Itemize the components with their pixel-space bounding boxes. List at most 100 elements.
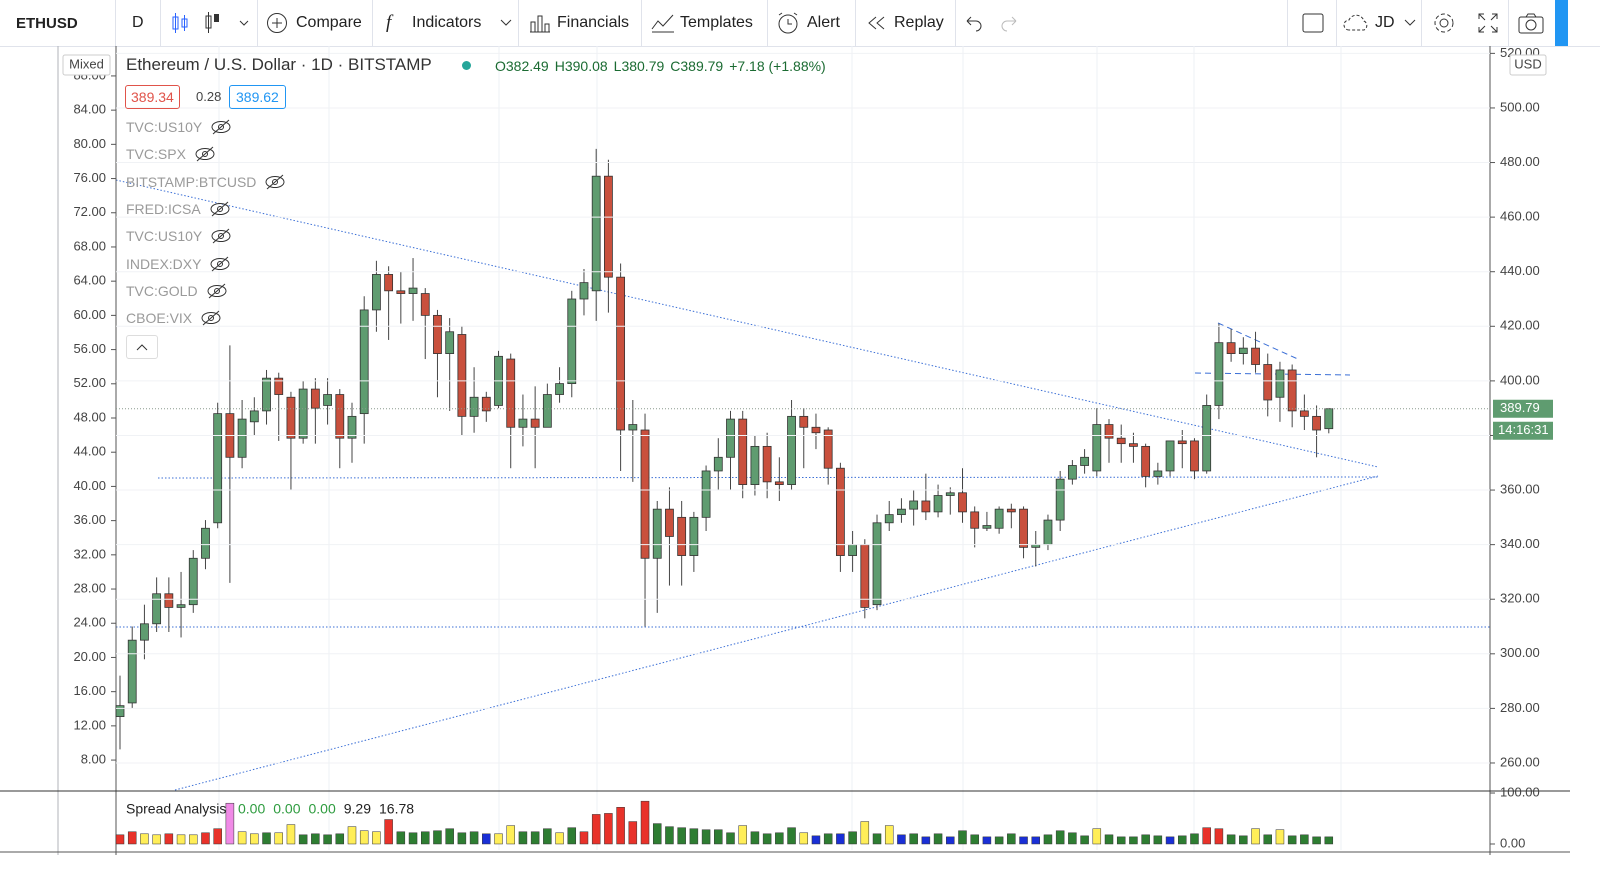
- settings-icon[interactable]: [1432, 12, 1456, 34]
- candle-body: [164, 593, 174, 608]
- dropdown-arrow[interactable]: [500, 18, 512, 28]
- dashed-line[interactable]: [1217, 322, 1301, 361]
- chart-style-icons[interactable]: [170, 12, 250, 34]
- volume-bar: [250, 833, 259, 845]
- candle-body: [262, 377, 271, 412]
- y-tick-label: 280.00: [1500, 700, 1540, 715]
- candle-body: [872, 522, 882, 606]
- candle-body: [249, 410, 259, 423]
- candle-body: [713, 456, 723, 472]
- candle-body: [1153, 470, 1163, 477]
- templates-button[interactable]: Templates: [680, 14, 753, 31]
- y-tick-label: 440.00: [1500, 263, 1540, 278]
- hidden-icon[interactable]: [200, 310, 222, 326]
- separator: [518, 0, 519, 46]
- candle-body: [848, 544, 857, 556]
- overlay-name: INDEX:DXY: [126, 255, 202, 272]
- volume-bar: [1226, 834, 1236, 845]
- collapse-button[interactable]: [126, 335, 158, 359]
- y-tick-label: 0.00: [1500, 835, 1525, 850]
- undo-redo[interactable]: [964, 14, 1020, 32]
- hidden-icon[interactable]: [210, 228, 232, 244]
- volume-bar: [762, 833, 772, 845]
- candle-body: [506, 358, 516, 428]
- candle-body: [201, 527, 210, 559]
- volume-bar: [396, 831, 406, 845]
- hidden-icon[interactable]: [209, 201, 231, 217]
- volume-bar: [482, 833, 491, 845]
- ask[interactable]: 389.62: [229, 85, 286, 109]
- volume-bar: [860, 821, 870, 845]
- indicator-value: 0.00: [238, 801, 265, 817]
- volume-bar: [1300, 834, 1309, 845]
- candle-body: [1080, 456, 1089, 466]
- replay-button[interactable]: Replay: [894, 14, 944, 31]
- fullscreen-icon[interactable]: [1478, 13, 1498, 33]
- indicator-value: 9.29: [344, 801, 371, 817]
- separator: [855, 0, 856, 46]
- volume-bar: [457, 832, 467, 845]
- toolbar: [0, 0, 1600, 47]
- y-tick-label: 500.00: [1500, 99, 1540, 114]
- y2-tick-label: 40.00: [73, 478, 106, 493]
- indicators-button[interactable]: Indicators: [412, 14, 482, 31]
- candle-body: [359, 309, 369, 415]
- candle-body: [323, 394, 332, 406]
- volume-bar: [652, 823, 662, 845]
- volume-bar: [811, 835, 821, 845]
- volume-bar: [958, 830, 967, 845]
- scale-mode-box[interactable]: [62, 54, 111, 76]
- interval[interactable]: D: [132, 14, 144, 31]
- dropdown-arrow[interactable]: [1404, 18, 1416, 28]
- overlay-item: INDEX:DXY: [126, 256, 231, 272]
- snapshot-icon[interactable]: [1518, 12, 1544, 34]
- volume-bar: [372, 831, 381, 845]
- volume-bar: [1104, 834, 1114, 845]
- overlay-item: TVC:US10Y: [126, 119, 232, 135]
- volume-bar: [836, 833, 845, 845]
- volume-bar: [1190, 833, 1199, 845]
- volume-bar: [384, 819, 393, 845]
- volume-bar: [689, 828, 699, 845]
- side-tab: [1555, 0, 1568, 46]
- candle-body: [188, 557, 198, 606]
- scale-mode[interactable]: Mixed: [69, 56, 104, 71]
- y2-tick-label: 48.00: [73, 409, 106, 424]
- hidden-icon[interactable]: [210, 119, 232, 135]
- symbol[interactable]: ETHUSD: [16, 14, 78, 32]
- volume-bar: [616, 807, 625, 845]
- candle-body: [677, 516, 687, 556]
- trend-line[interactable]: [174, 475, 1379, 791]
- hidden-icon[interactable]: [264, 174, 286, 190]
- compare-button[interactable]: Compare: [296, 14, 362, 31]
- layout-icon[interactable]: [1302, 13, 1324, 33]
- candle-body: [396, 290, 406, 294]
- hidden-icon[interactable]: [209, 256, 231, 272]
- trend-line[interactable]: [115, 179, 1379, 468]
- currency[interactable]: USD: [1514, 56, 1541, 71]
- candle-body: [518, 418, 528, 428]
- candle-body: [1092, 424, 1102, 472]
- overlay-item: TVC:SPX: [126, 146, 216, 162]
- bid[interactable]: 389.34: [125, 85, 180, 109]
- volume-bar: [872, 833, 882, 845]
- candle-body: [640, 429, 650, 559]
- candle-body: [420, 293, 430, 316]
- hidden-icon[interactable]: [194, 146, 216, 162]
- separator: [160, 0, 161, 46]
- hidden-icon[interactable]: [206, 283, 228, 299]
- volume-bar: [628, 821, 638, 845]
- ohlc-value: O382.49: [495, 58, 549, 74]
- currency-box[interactable]: [1509, 54, 1547, 76]
- candle-body: [1263, 364, 1273, 401]
- candle-body: [555, 383, 564, 395]
- alert-button[interactable]: Alert: [807, 14, 840, 31]
- candle-body: [1238, 347, 1248, 354]
- candle-body: [665, 508, 674, 537]
- volume-bar: [408, 832, 418, 845]
- layout-name[interactable]: JD: [1375, 14, 1395, 31]
- financials-button[interactable]: Financials: [557, 14, 630, 31]
- candle-body: [958, 492, 967, 513]
- volume-bar: [1251, 828, 1260, 845]
- candle-body: [542, 394, 552, 428]
